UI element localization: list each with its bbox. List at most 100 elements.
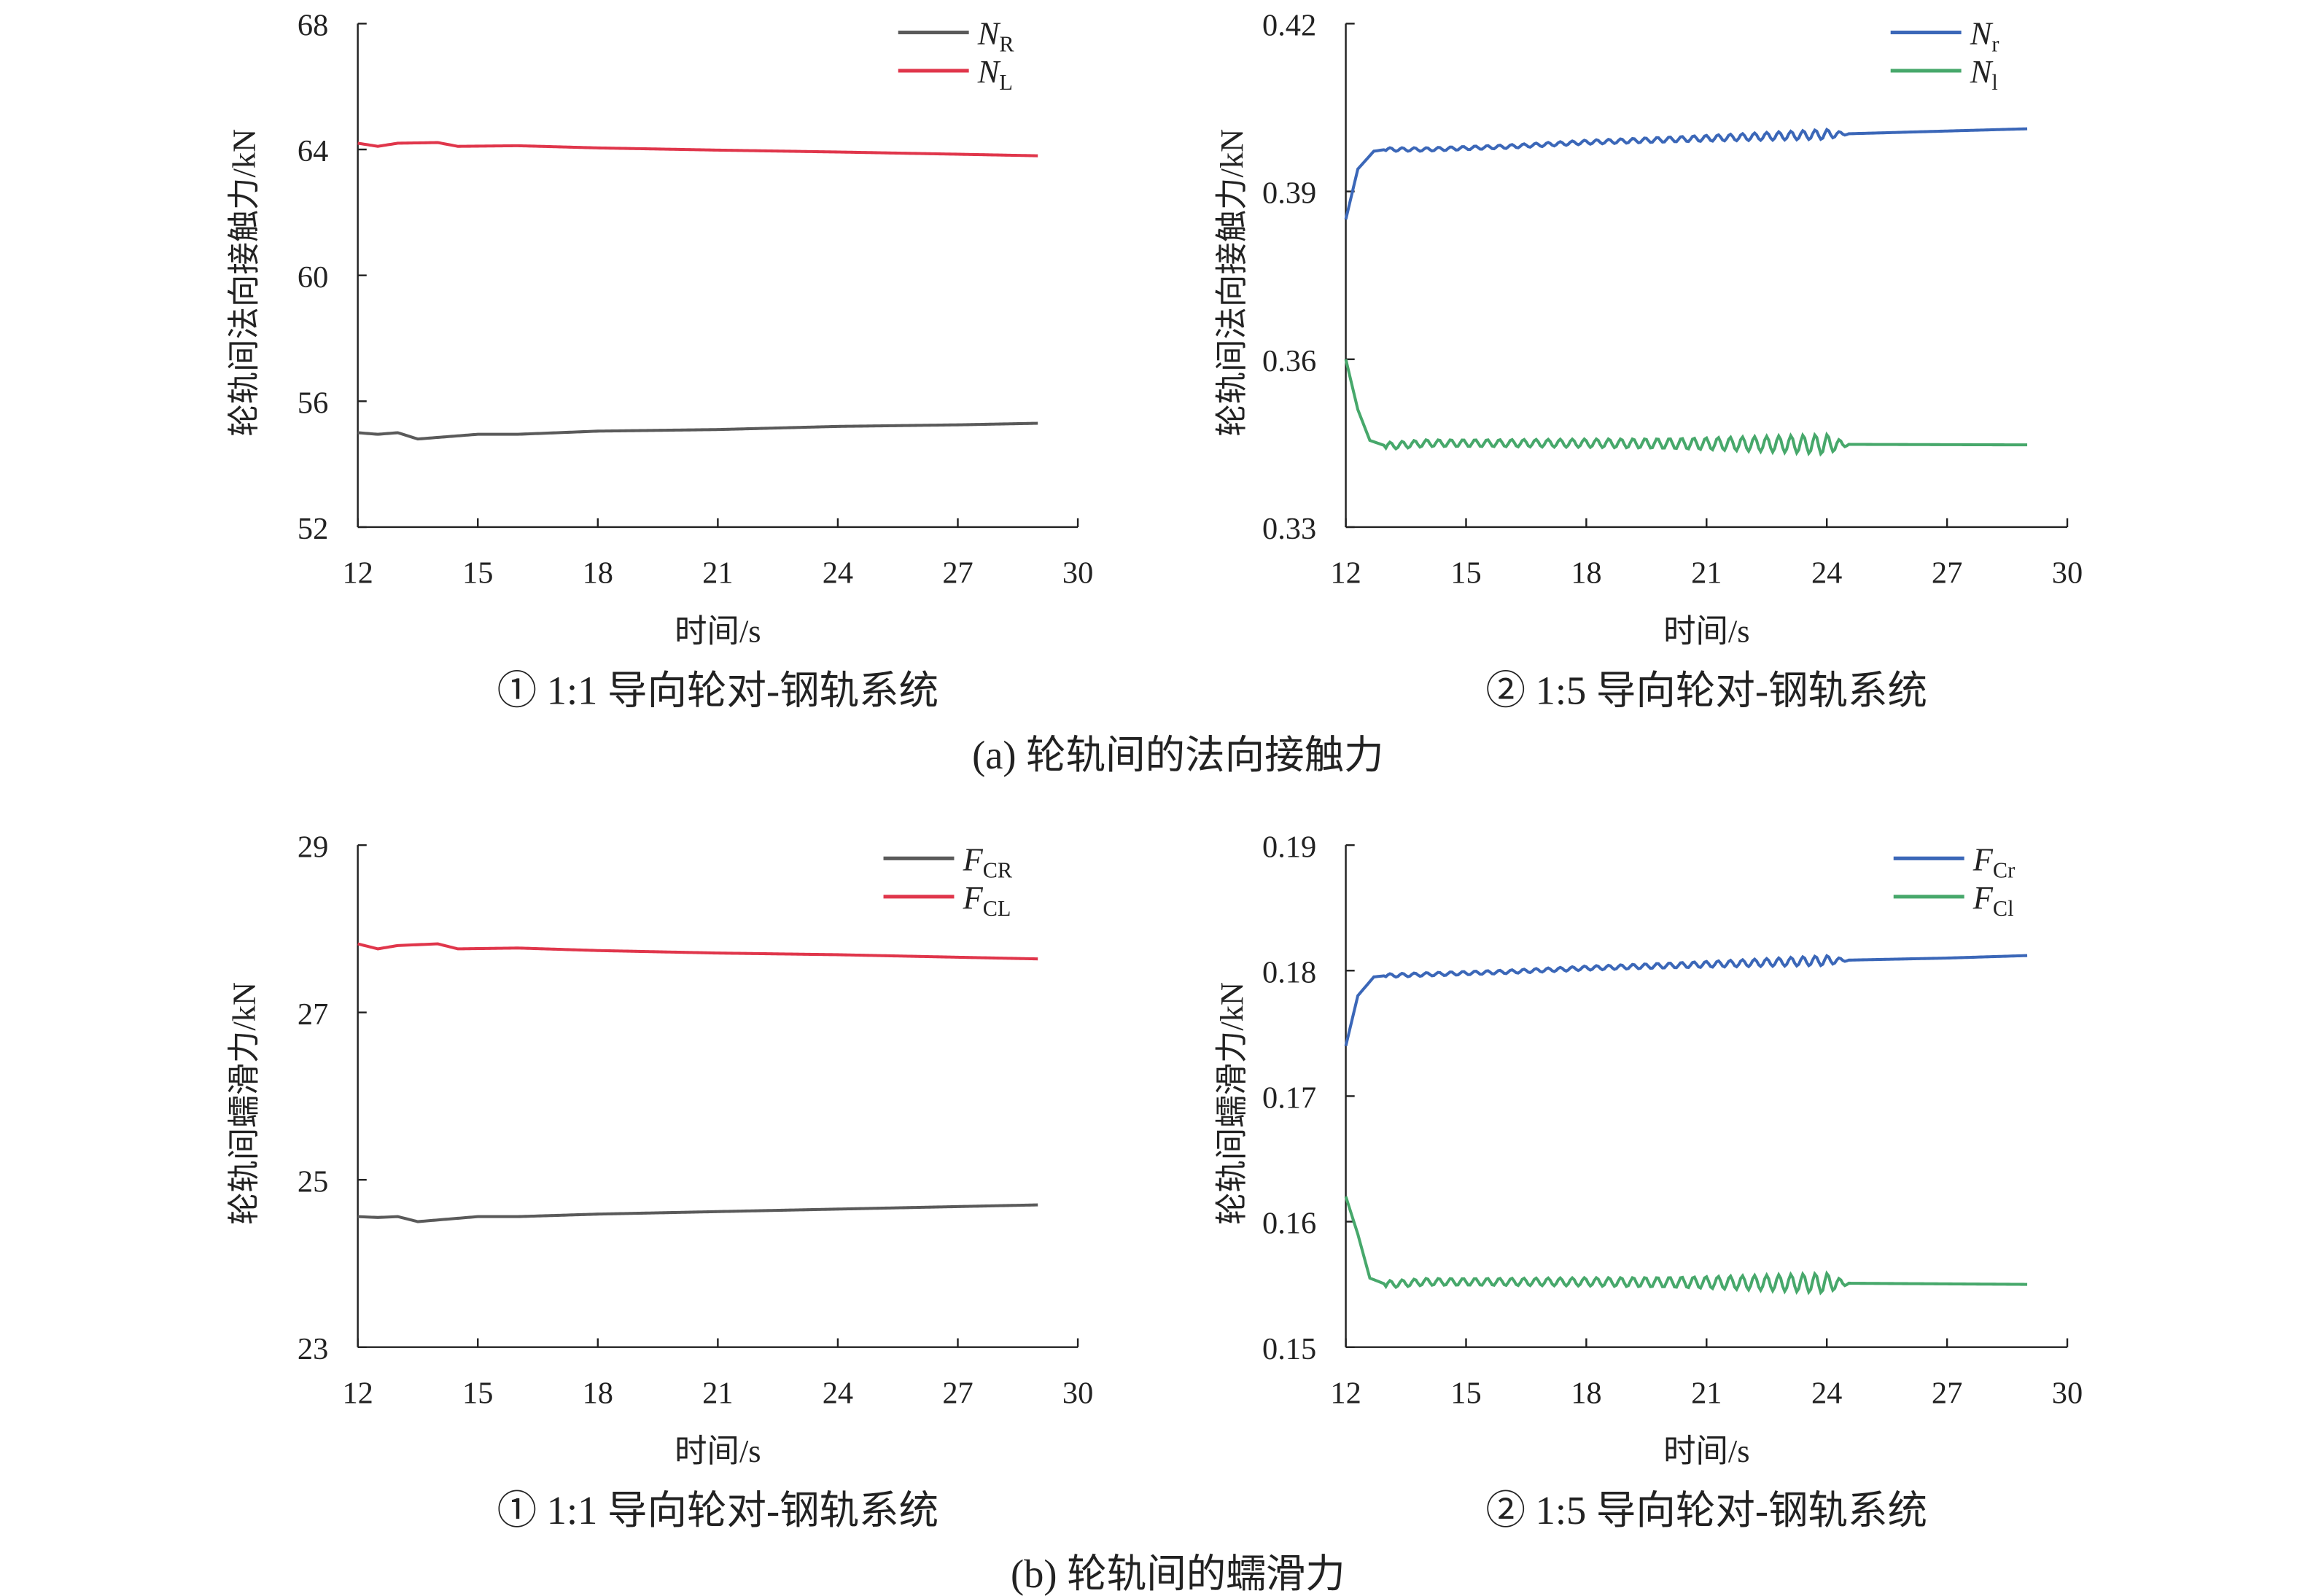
chart-subtitle: ① 1:1 导向轮对-钢轨系统 [497,668,939,712]
legend-item: FCr [1893,841,2015,883]
legend-label: FCr [1973,841,2015,882]
x-tick-label: 18 [583,1376,613,1410]
x-tick-label: 21 [1691,1376,1722,1410]
y-tick-label: 0.19 [1262,830,1316,864]
x-axis-label: 时间/s [675,1433,761,1469]
legend-label: FCl [1973,879,2014,921]
y-tick-label: 64 [298,134,328,168]
y-tick-label: 0.42 [1262,9,1316,43]
legend-label: NR [977,15,1015,57]
legend-subscript: R [999,32,1014,57]
chart-2: 12 15 18 21 24 27 30 0.33 0.36 0.39 0.42 时间/s 轮轨间法向接… [1213,9,2083,713]
chart-subtitle: ① 1:1 导向轮对-钢轨系统 [497,1488,939,1533]
x-tick-label: 21 [1691,556,1722,591]
x-tick-label: 30 [1062,1376,1093,1410]
y-axis-label: 轮轨间蠕滑力/kN [225,982,262,1225]
y-axis-label: 轮轨间蠕滑力/kN [1213,982,1250,1225]
series-line-Nl [1344,359,2028,457]
x-tick-label: 12 [1330,1376,1361,1410]
legend-label: Nr [1970,15,1999,57]
series-line-FCL [357,942,1038,961]
y-axis-label: 轮轨间法向接触力/kN [1213,129,1250,437]
legend-symbol: F [1973,841,1994,877]
series-line-FCr [1344,954,2028,1047]
y-tick-label: 52 [298,512,328,546]
series-line-FCR [357,1203,1038,1223]
x-tick-label: 30 [2052,556,2083,591]
x-tick-label: 15 [462,556,493,591]
series-line-FCl [1344,1196,2028,1296]
chart-subtitle: ② 1:5 导向轮对-钢轨系统 [1486,668,1928,712]
x-tick-label: 15 [1450,1376,1481,1410]
caption-b: (b) 轮轨间的蠕滑力 [1011,1552,1345,1596]
legend-label: FCL [963,879,1011,921]
x-axis-label: 时间/s [1663,612,1749,649]
legend-item: NL [898,53,1013,95]
x-tick-label: 15 [1450,556,1481,591]
x-axis-label: 时间/s [675,612,761,649]
legend-symbol: F [963,841,984,877]
y-tick-label: 60 [298,260,328,295]
legend-symbol: N [1970,15,1994,52]
chart-1: 12 15 18 21 24 27 30 52 56 60 64 68 时间/s 轮轨间法向接触力/kN ①… [225,9,1093,713]
series-line-NL [357,141,1038,157]
x-tick-label: 24 [823,1376,853,1410]
x-tick-label: 27 [1932,1376,1962,1410]
y-tick-label: 29 [298,830,328,864]
x-tick-label: 12 [1330,556,1361,591]
chart-subtitle: ② 1:5 导向轮对-钢轨系统 [1486,1488,1928,1533]
legend-subscript: l [1991,70,1997,95]
x-tick-label: 27 [1932,556,1962,591]
legend-item: Nr [1890,15,1999,57]
series-line-NR [357,421,1038,441]
legend-symbol: F [1973,879,1994,916]
legend-subscript: r [1991,32,1999,57]
legend-label: Nl [1970,53,1998,95]
y-tick-label: 0.39 [1262,176,1316,211]
y-tick-label: 0.17 [1262,1081,1316,1116]
legend-symbol: N [977,15,1001,52]
x-tick-label: 27 [942,1376,973,1410]
legend-subscript: CL [983,896,1011,921]
legend-symbol: N [1970,53,1994,90]
y-tick-label: 0.36 [1262,344,1316,378]
legend-subscript: CR [983,858,1013,883]
x-tick-label: 21 [702,556,733,591]
series-line-Nr [1344,127,2028,220]
legend-subscript: Cr [1993,858,2015,883]
x-tick-label: 27 [942,556,973,591]
legend-symbol: F [963,879,984,916]
x-tick-label: 21 [702,1376,733,1410]
legend-subscript: Cl [1993,896,2014,921]
caption-a: (a) 轮轨间的法向接触力 [972,733,1384,777]
x-tick-label: 18 [1571,556,1601,591]
legend-item: FCL [883,879,1011,921]
x-tick-label: 24 [823,556,853,591]
x-tick-label: 18 [1571,1376,1601,1410]
x-tick-label: 24 [1811,556,1842,591]
chart-3: 12 15 18 21 24 27 30 23 25 27 29 时间/s 轮轨间蠕滑力/kN ① 1:1… [225,830,1093,1533]
legend-item: FCl [1893,879,2014,921]
x-tick-label: 12 [342,556,373,591]
legend-symbol: N [977,53,1001,90]
x-tick-label: 15 [462,1376,493,1410]
legend-item: NR [898,15,1015,57]
y-tick-label: 0.16 [1262,1207,1316,1241]
y-tick-label: 27 [298,997,328,1032]
y-tick-label: 25 [298,1164,328,1199]
y-axis-label: 轮轨间法向接触力/kN [225,129,262,437]
x-tick-label: 18 [583,556,613,591]
y-tick-label: 0.18 [1262,955,1316,989]
legend-item: Nl [1890,53,1998,95]
x-tick-label: 30 [1062,556,1093,591]
legend-label: NL [977,53,1013,95]
y-tick-label: 0.33 [1262,512,1316,546]
x-axis-label: 时间/s [1663,1433,1749,1469]
y-tick-label: 56 [298,386,328,420]
legend-item: FCR [883,841,1013,883]
chart-4: 12 15 18 21 24 27 30 0.15 0.16 0.17 0.18 0.19 时间/s 轮轨… [1213,830,2083,1533]
legend-label: FCR [963,841,1013,882]
legend-subscript: L [999,70,1013,95]
x-tick-label: 30 [2052,1376,2083,1410]
